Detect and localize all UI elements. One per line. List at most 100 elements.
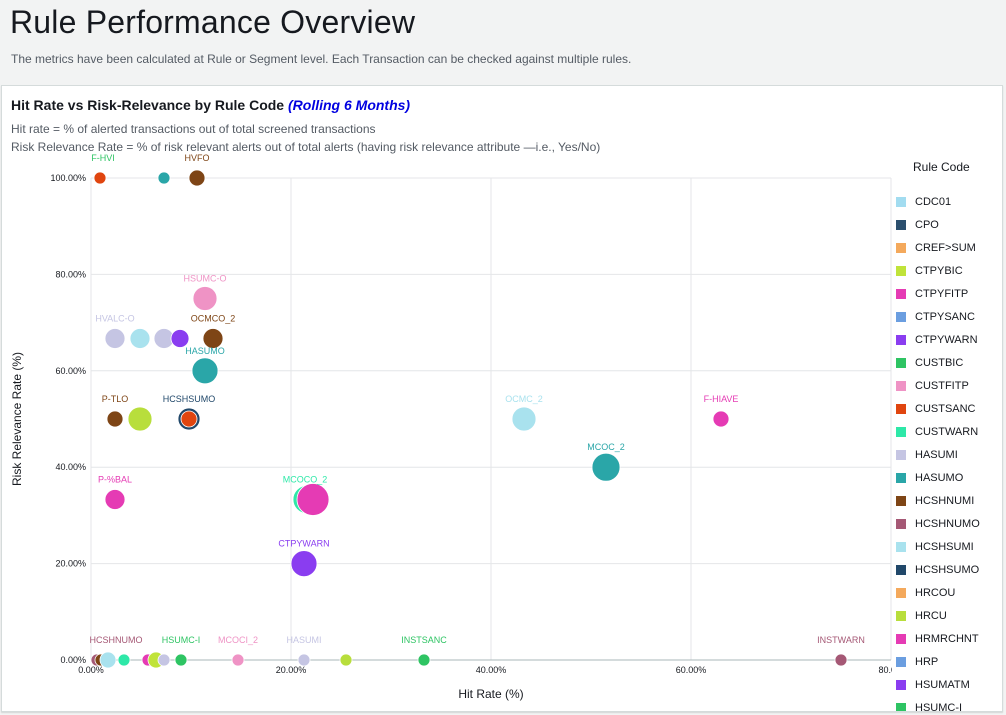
chart-card: Hit Rate vs Risk-Relevance by Rule Code … xyxy=(1,85,1003,712)
data-point[interactable] xyxy=(157,653,171,667)
data-point[interactable] xyxy=(188,169,206,187)
legend-swatch xyxy=(896,426,906,437)
point-label: P-TLO xyxy=(102,394,129,404)
legend-item[interactable]: CTPYSANC xyxy=(896,305,1002,328)
legend-item[interactable]: HASUMO xyxy=(896,466,1002,489)
legend-label: CPO xyxy=(915,218,939,231)
legend-item[interactable]: HRMRCHNT xyxy=(896,627,1002,650)
legend-item[interactable]: HSUMATM xyxy=(896,673,1002,696)
data-point[interactable] xyxy=(290,550,318,578)
point-label: MCOCO_2 xyxy=(283,474,328,484)
point-label: HSUMC-O xyxy=(184,274,227,284)
data-point[interactable] xyxy=(191,357,219,385)
data-point[interactable] xyxy=(174,653,188,667)
legend-item[interactable]: CTPYFITP xyxy=(896,282,1002,305)
legend-item[interactable]: HRP xyxy=(896,650,1002,673)
legend-swatch xyxy=(896,196,906,207)
legend-item[interactable]: CTPYWARN xyxy=(896,328,1002,351)
data-point[interactable] xyxy=(129,328,151,349)
point-label: HCSHNUMO xyxy=(90,635,143,645)
point-label: CTPYWARN xyxy=(278,539,329,549)
point-label: INSTSANC xyxy=(401,635,447,645)
data-point[interactable] xyxy=(231,653,245,667)
legend-item[interactable]: HCSHSUMO xyxy=(896,558,1002,581)
x-tick-label: 80.0... xyxy=(878,665,892,675)
y-tick-label: 0.00% xyxy=(60,655,86,665)
data-point[interactable] xyxy=(106,410,124,428)
x-tick-label: 0.00% xyxy=(78,665,104,675)
legend-label: HCSHNUMO xyxy=(915,517,980,530)
data-point[interactable] xyxy=(117,653,131,667)
legend-swatch xyxy=(896,679,906,690)
legend-swatch xyxy=(896,357,906,368)
x-tick-label: 20.00% xyxy=(276,665,307,675)
data-point[interactable] xyxy=(417,653,431,667)
legend-swatch xyxy=(896,610,906,621)
data-point[interactable] xyxy=(93,171,107,185)
legend-item[interactable]: HASUMI xyxy=(896,443,1002,466)
legend-item[interactable]: HSUMC-I xyxy=(896,696,1002,711)
data-point[interactable] xyxy=(127,406,153,432)
legend-item[interactable]: CUSTFITP xyxy=(896,374,1002,397)
legend-swatch xyxy=(896,288,906,299)
data-point[interactable] xyxy=(180,410,198,428)
legend-item[interactable]: HRCOU xyxy=(896,581,1002,604)
chart-title-period: (Rolling 6 Months) xyxy=(288,97,411,113)
legend-item[interactable]: CREF>SUM xyxy=(896,236,1002,259)
legend-label: HCSHSUMO xyxy=(915,563,980,576)
legend-item[interactable]: CUSTSANC xyxy=(896,397,1002,420)
data-point[interactable] xyxy=(104,328,126,349)
legend-label: CTPYWARN xyxy=(915,333,978,346)
legend-label: HRCU xyxy=(915,609,947,622)
data-point[interactable] xyxy=(297,653,311,667)
data-point[interactable] xyxy=(170,329,190,348)
data-point[interactable] xyxy=(591,452,621,482)
legend-label: HASUMO xyxy=(915,471,964,484)
data-point[interactable] xyxy=(202,328,224,349)
data-point[interactable] xyxy=(157,171,171,185)
data-point[interactable] xyxy=(104,489,126,510)
data-point[interactable] xyxy=(99,651,117,669)
legend-item[interactable]: CPO xyxy=(896,213,1002,236)
gridlines xyxy=(90,177,892,661)
legend-swatch xyxy=(896,449,906,460)
point-label: HVALC-O xyxy=(95,314,134,324)
point-label: MCOC_2 xyxy=(587,442,625,452)
y-tick-label: 60.00% xyxy=(55,366,86,376)
legend-swatch xyxy=(896,633,906,644)
legend-label: HRP xyxy=(915,655,939,668)
point-label: HCSHSUMO xyxy=(163,394,216,404)
legend-swatch xyxy=(896,518,906,529)
legend-item[interactable]: HCSHSUMI xyxy=(896,535,1002,558)
point-label: MCOCI_2 xyxy=(218,635,258,645)
legend-item[interactable]: HCSHNUMI xyxy=(896,489,1002,512)
legend-label: CUSTSANC xyxy=(915,402,976,415)
legend-item[interactable]: CDC01 xyxy=(896,190,1002,213)
legend-label: CTPYFITP xyxy=(915,287,969,300)
point-label: HASUMO xyxy=(185,346,225,356)
legend-swatch xyxy=(896,541,906,552)
data-point[interactable] xyxy=(192,286,218,311)
legend-label: HRCOU xyxy=(915,586,956,599)
legend: CDC01 CPO CREF>SUM CTPYBIC CTPYFITP CTPYSANC C… xyxy=(896,190,1002,711)
legend-label: HSUMATM xyxy=(915,678,970,691)
data-point[interactable] xyxy=(712,410,730,428)
chart-title-text: Hit Rate vs Risk-Relevance by Rule Code xyxy=(11,97,285,113)
legend-item[interactable]: CUSTBIC xyxy=(896,351,1002,374)
legend-title: Rule Code xyxy=(913,160,970,174)
data-point[interactable] xyxy=(834,653,848,667)
data-point[interactable] xyxy=(296,483,330,516)
point-labels: F-HVI HVFO HSUMC-O HVALC-O OCMCO_2 HASUMO P-TL… xyxy=(90,153,865,645)
data-point[interactable] xyxy=(511,406,537,432)
data-point[interactable] xyxy=(339,653,353,667)
legend-label: CTPYBIC xyxy=(915,264,963,277)
legend-item[interactable]: HCSHNUMO xyxy=(896,512,1002,535)
page-title: Rule Performance Overview xyxy=(10,4,416,40)
y-tick-label: 40.00% xyxy=(55,462,86,472)
legend-item[interactable]: CUSTWARN xyxy=(896,420,1002,443)
legend-item[interactable]: HRCU xyxy=(896,604,1002,627)
point-label: HASUMI xyxy=(286,635,321,645)
point-label: OCMCO_2 xyxy=(191,314,236,324)
legend-item[interactable]: CTPYBIC xyxy=(896,259,1002,282)
legend-swatch xyxy=(896,334,906,345)
